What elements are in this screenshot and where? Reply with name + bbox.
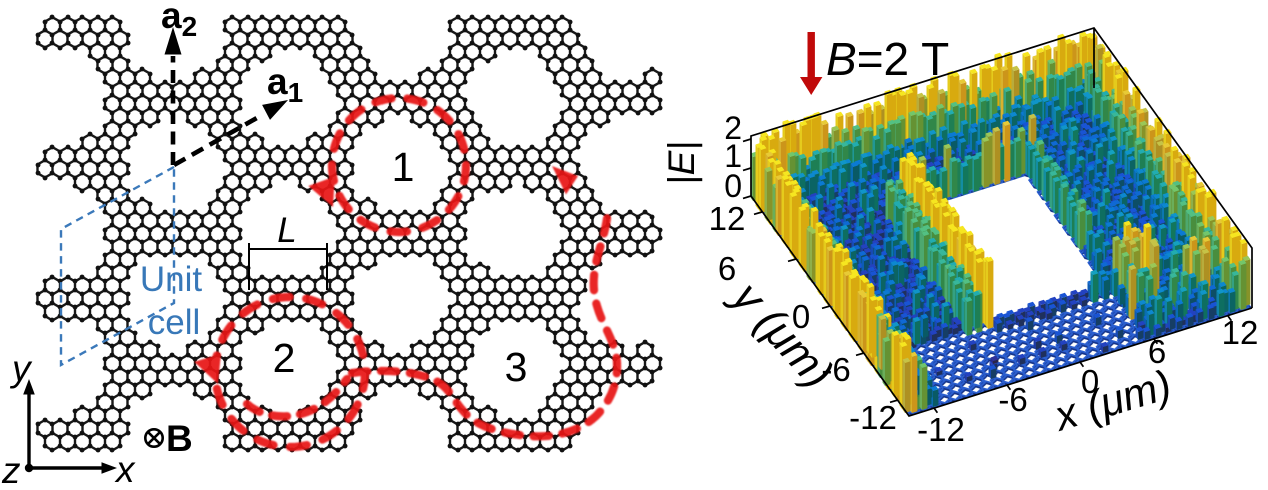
svg-text:z: z xyxy=(1,450,21,490)
svg-text:-6: -6 xyxy=(821,351,850,388)
svg-text:0: 0 xyxy=(792,298,810,335)
svg-text:6: 6 xyxy=(1148,333,1166,370)
svg-text:3: 3 xyxy=(505,344,528,390)
svg-text:a2: a2 xyxy=(161,0,197,42)
svg-text:cell: cell xyxy=(148,303,201,342)
svg-text:x: x xyxy=(114,449,136,490)
svg-text:-12: -12 xyxy=(917,411,965,448)
svg-text:L: L xyxy=(277,211,296,250)
svg-text:12: 12 xyxy=(1222,314,1259,351)
svg-text:-6: -6 xyxy=(998,381,1027,418)
svg-text:Unit: Unit xyxy=(140,260,203,299)
svg-text:2: 2 xyxy=(724,110,742,146)
svg-text:0: 0 xyxy=(724,168,742,204)
svg-text:1: 1 xyxy=(392,144,415,190)
svg-text:0: 0 xyxy=(1081,363,1099,400)
svg-text:1: 1 xyxy=(724,138,742,174)
svg-text:y: y xyxy=(9,348,33,389)
svg-text:-12: -12 xyxy=(849,399,897,436)
svg-text:12: 12 xyxy=(709,200,746,237)
svg-text:2: 2 xyxy=(273,335,296,381)
svg-text:B: B xyxy=(166,418,193,459)
svg-text:B=2 T: B=2 T xyxy=(826,33,949,85)
svg-text:6: 6 xyxy=(718,250,736,287)
svg-text:|E|: |E| xyxy=(661,141,702,185)
